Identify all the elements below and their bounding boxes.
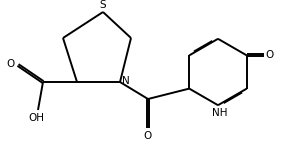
Text: S: S: [100, 0, 106, 10]
Text: N: N: [122, 76, 129, 86]
Text: O: O: [144, 131, 152, 141]
Text: O: O: [7, 59, 15, 69]
Text: O: O: [265, 50, 274, 60]
Text: OH: OH: [28, 113, 44, 123]
Text: NH: NH: [212, 108, 228, 118]
